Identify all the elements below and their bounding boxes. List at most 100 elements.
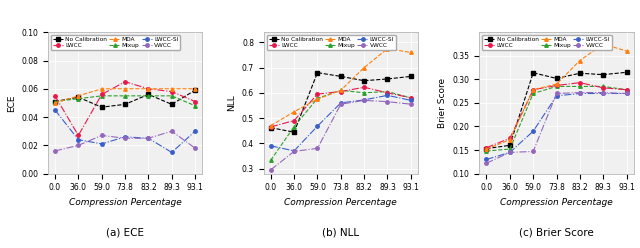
Mixup bbox=[74, 97, 82, 100]
Mixup bbox=[529, 92, 537, 95]
Line: VWCC: VWCC bbox=[53, 129, 197, 153]
Mixup bbox=[145, 94, 152, 97]
No Calibration bbox=[51, 100, 59, 103]
Mixup bbox=[383, 90, 391, 93]
Y-axis label: ECE: ECE bbox=[7, 94, 16, 112]
MDA bbox=[74, 94, 82, 97]
VWCC bbox=[267, 168, 275, 171]
No Calibration bbox=[145, 93, 152, 96]
Mixup bbox=[407, 96, 415, 99]
Line: LWCC: LWCC bbox=[53, 80, 197, 137]
Mixup bbox=[600, 85, 607, 88]
Line: No Calibration: No Calibration bbox=[53, 89, 197, 109]
LWCC-SI bbox=[98, 142, 106, 145]
LWCC-SI bbox=[360, 98, 368, 101]
LWCC-SI bbox=[600, 92, 607, 95]
VWCC bbox=[553, 92, 561, 95]
Line: LWCC-SI: LWCC-SI bbox=[53, 108, 197, 154]
VWCC bbox=[529, 150, 537, 153]
VWCC bbox=[291, 150, 298, 153]
LWCC bbox=[74, 134, 82, 137]
MDA bbox=[51, 101, 59, 104]
LWCC-SI bbox=[267, 144, 275, 147]
LWCC-SI bbox=[121, 135, 129, 138]
VWCC bbox=[51, 150, 59, 153]
Mixup bbox=[291, 125, 298, 128]
No Calibration bbox=[553, 77, 561, 80]
No Calibration bbox=[600, 73, 607, 76]
MDA bbox=[506, 138, 514, 141]
Text: (b) NLL: (b) NLL bbox=[322, 227, 360, 237]
VWCC bbox=[337, 103, 345, 106]
MDA bbox=[623, 50, 630, 53]
Mixup bbox=[623, 88, 630, 91]
Mixup bbox=[98, 94, 106, 97]
MDA bbox=[360, 66, 368, 69]
LWCC bbox=[360, 86, 368, 89]
LWCC-SI bbox=[291, 149, 298, 152]
Line: MDA: MDA bbox=[269, 47, 413, 127]
LWCC-SI bbox=[168, 151, 175, 154]
VWCC bbox=[314, 147, 321, 150]
Mixup bbox=[506, 148, 514, 151]
Line: LWCC: LWCC bbox=[269, 86, 413, 129]
Line: MDA: MDA bbox=[53, 87, 197, 105]
VWCC bbox=[506, 151, 514, 154]
No Calibration bbox=[267, 126, 275, 129]
MDA bbox=[576, 59, 584, 62]
No Calibration bbox=[168, 103, 175, 106]
LWCC bbox=[506, 137, 514, 140]
LWCC-SI bbox=[191, 130, 199, 133]
Legend: No Calibration, LWCC, MDA, Mixup, LWCC-SI, VWCC: No Calibration, LWCC, MDA, Mixup, LWCC-S… bbox=[51, 35, 180, 50]
VWCC bbox=[483, 162, 490, 165]
No Calibration bbox=[407, 75, 415, 78]
No Calibration bbox=[74, 96, 82, 99]
Y-axis label: Brier Score: Brier Score bbox=[438, 78, 447, 128]
Mixup bbox=[553, 85, 561, 88]
Line: No Calibration: No Calibration bbox=[484, 70, 628, 150]
MDA bbox=[337, 89, 345, 92]
MDA bbox=[145, 87, 152, 90]
No Calibration bbox=[483, 147, 490, 150]
VWCC bbox=[168, 130, 175, 133]
LWCC bbox=[483, 146, 490, 149]
MDA bbox=[383, 47, 391, 50]
Legend: No Calibration, LWCC, MDA, Mixup, LWCC-SI, VWCC: No Calibration, LWCC, MDA, Mixup, LWCC-S… bbox=[267, 35, 396, 50]
MDA bbox=[529, 88, 537, 91]
Line: LWCC: LWCC bbox=[484, 81, 628, 150]
MDA bbox=[600, 43, 607, 46]
No Calibration bbox=[121, 103, 129, 106]
No Calibration bbox=[383, 77, 391, 80]
LWCC bbox=[623, 88, 630, 91]
LWCC bbox=[121, 80, 129, 83]
LWCC-SI bbox=[383, 94, 391, 97]
LWCC bbox=[576, 81, 584, 84]
Line: MDA: MDA bbox=[484, 42, 628, 151]
Text: (a) ECE: (a) ECE bbox=[106, 227, 144, 237]
LWCC-SI bbox=[74, 138, 82, 141]
VWCC bbox=[360, 99, 368, 102]
No Calibration bbox=[314, 71, 321, 74]
Line: VWCC: VWCC bbox=[269, 99, 413, 172]
LWCC-SI bbox=[623, 92, 630, 95]
MDA bbox=[121, 87, 129, 90]
MDA bbox=[191, 87, 199, 90]
Mixup bbox=[191, 104, 199, 107]
LWCC-SI bbox=[407, 99, 415, 102]
Mixup bbox=[576, 85, 584, 88]
X-axis label: Compression Percentage: Compression Percentage bbox=[284, 198, 397, 207]
No Calibration bbox=[337, 75, 345, 78]
LWCC bbox=[529, 88, 537, 91]
LWCC bbox=[337, 90, 345, 93]
LWCC bbox=[267, 125, 275, 128]
Mixup bbox=[483, 150, 490, 153]
Mixup bbox=[51, 100, 59, 103]
LWCC-SI bbox=[145, 137, 152, 140]
VWCC bbox=[576, 91, 584, 94]
Mixup bbox=[121, 94, 129, 97]
Mixup bbox=[168, 94, 175, 97]
No Calibration bbox=[506, 144, 514, 147]
LWCC-SI bbox=[51, 109, 59, 112]
MDA bbox=[267, 124, 275, 127]
LWCC-SI bbox=[483, 158, 490, 161]
